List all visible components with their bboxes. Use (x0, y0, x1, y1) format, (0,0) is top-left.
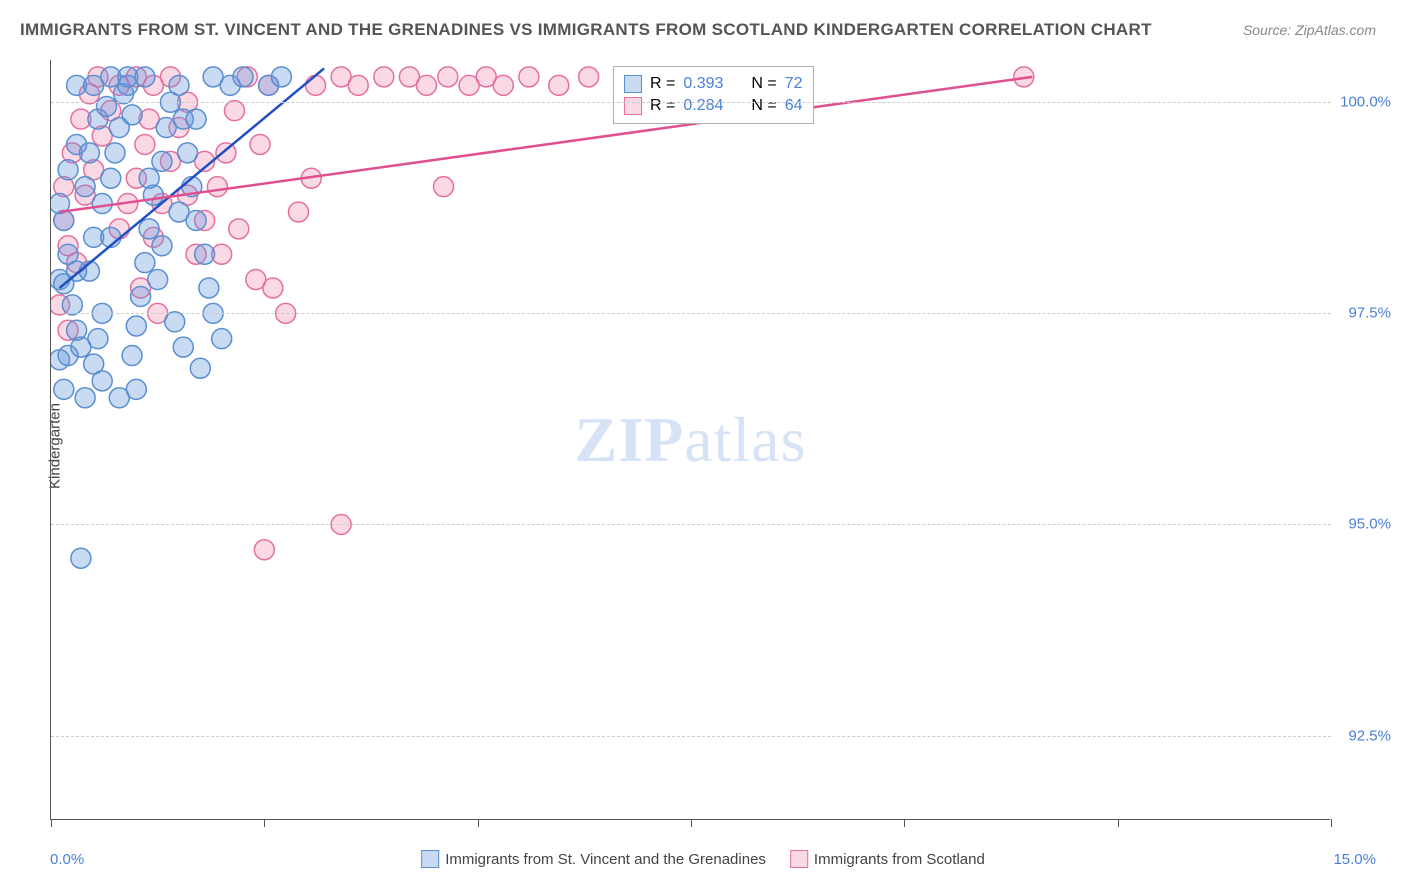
plot-area: ZIPatlas R = 0.393 N = 72 R = 0.284 N = … (50, 60, 1330, 820)
blue-swatch-icon (624, 75, 642, 93)
x-tick (51, 819, 52, 827)
x-min-label: 0.0% (50, 851, 84, 868)
r-label: R = (650, 97, 675, 115)
stats-row-blue: R = 0.393 N = 72 (624, 73, 803, 95)
x-max-label: 15.0% (1333, 851, 1376, 868)
pink-swatch-icon (624, 97, 642, 115)
gridline (51, 313, 1331, 314)
n-label: N = (751, 97, 776, 115)
source-label: Source: ZipAtlas.com (1243, 22, 1376, 38)
n-value: 72 (785, 75, 803, 93)
y-tick-label: 100.0% (1340, 94, 1391, 111)
legend-bottom: Immigrants from St. Vincent and the Gren… (421, 850, 985, 868)
x-tick (264, 819, 265, 827)
n-value: 64 (785, 97, 803, 115)
r-value: 0.284 (683, 97, 723, 115)
x-tick (1118, 819, 1119, 827)
y-tick-label: 92.5% (1348, 727, 1391, 744)
y-tick-label: 95.0% (1348, 516, 1391, 533)
n-label: N = (751, 75, 776, 93)
pink-swatch-icon (790, 850, 808, 868)
stats-row-pink: R = 0.284 N = 64 (624, 95, 803, 117)
x-tick (691, 819, 692, 827)
legend-label: Immigrants from St. Vincent and the Gren… (445, 851, 766, 868)
blue-swatch-icon (421, 850, 439, 868)
stats-legend-box: R = 0.393 N = 72 R = 0.284 N = 64 (613, 66, 814, 124)
x-tick (904, 819, 905, 827)
gridline (51, 524, 1331, 525)
y-tick-label: 97.5% (1348, 305, 1391, 322)
chart-title: IMMIGRANTS FROM ST. VINCENT AND THE GREN… (20, 20, 1152, 40)
x-tick (1331, 819, 1332, 827)
legend-item-pink: Immigrants from Scotland (790, 850, 985, 868)
x-tick (478, 819, 479, 827)
gridline (51, 736, 1331, 737)
legend-item-blue: Immigrants from St. Vincent and the Gren… (421, 850, 766, 868)
chart-area: ZIPatlas R = 0.393 N = 72 R = 0.284 N = … (50, 60, 1330, 820)
scatter-svg (51, 60, 1331, 820)
r-value: 0.393 (683, 75, 723, 93)
legend-label: Immigrants from Scotland (814, 851, 985, 868)
gridline (51, 102, 1331, 103)
r-label: R = (650, 75, 675, 93)
